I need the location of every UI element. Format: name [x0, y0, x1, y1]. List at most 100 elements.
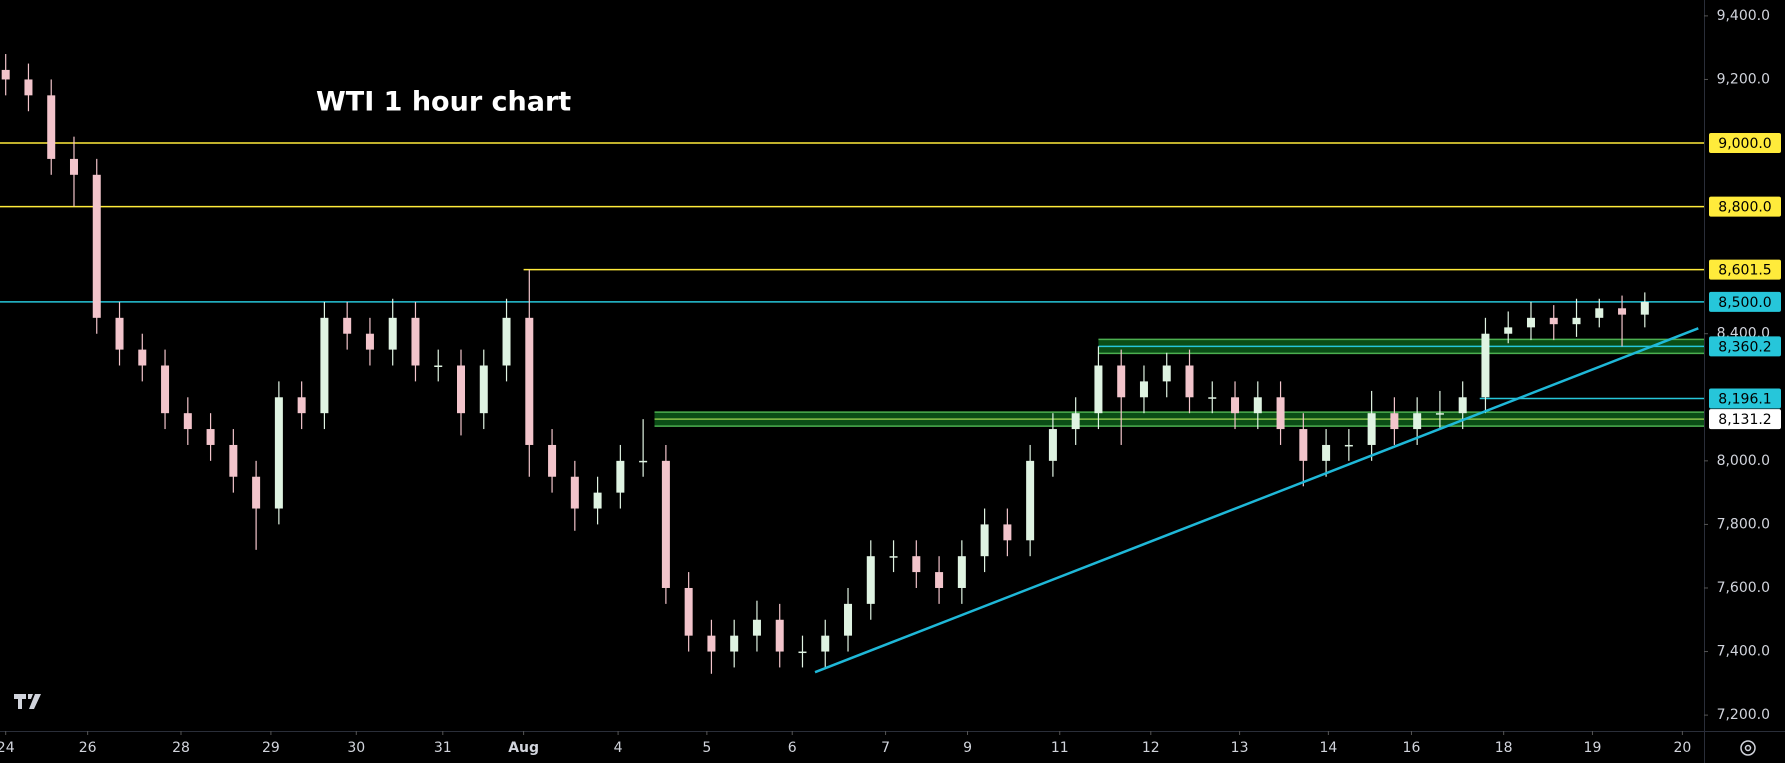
candle-body — [1640, 301, 1649, 315]
candle-body — [1139, 381, 1148, 398]
level-label-box — [1709, 133, 1781, 154]
candle-body — [115, 317, 124, 350]
candle-body — [161, 365, 170, 414]
level-label-box — [1709, 336, 1781, 357]
candle-body — [639, 460, 648, 463]
tradingview-logo — [14, 694, 41, 709]
candle-body — [1299, 429, 1308, 461]
candle-body — [434, 365, 443, 367]
candle-body — [1618, 308, 1627, 315]
x-tick-label: 13 — [1231, 740, 1249, 756]
candle-body — [388, 317, 397, 350]
candle-body — [844, 603, 853, 636]
candle-body — [1435, 413, 1444, 415]
x-tick-label: 28 — [172, 740, 190, 756]
candle-body — [92, 174, 101, 318]
level-label: 8,601.5 — [1718, 263, 1771, 279]
candle-body — [1003, 524, 1012, 541]
candle-body — [274, 397, 283, 509]
candle-body — [1117, 365, 1126, 398]
chart-title: WTI 1 hour chart — [316, 87, 571, 118]
level-label: 8,131.2 — [1718, 412, 1771, 428]
candle-body — [775, 619, 784, 652]
candle-body — [548, 444, 557, 477]
x-tick-label: 12 — [1142, 740, 1160, 756]
level-label-box — [1709, 388, 1781, 409]
candle-body — [24, 79, 33, 96]
level-label: 8,800.0 — [1718, 200, 1771, 216]
settings-icon[interactable] — [1740, 740, 1756, 756]
candle-body — [798, 651, 807, 654]
candle-body — [47, 95, 56, 159]
level-label: 8,196.1 — [1718, 392, 1771, 408]
level-label: 9,000.0 — [1718, 136, 1771, 152]
x-tick-label: 14 — [1319, 740, 1337, 756]
level-label-box — [1709, 291, 1781, 312]
candle-body — [365, 333, 374, 350]
candle-body — [1413, 413, 1422, 430]
x-tick-label: 11 — [1051, 740, 1069, 756]
x-tick-label: 30 — [347, 740, 365, 756]
candle-body — [297, 397, 306, 414]
x-tick-label: 6 — [788, 740, 797, 756]
y-tick-label: 7,400.0 — [1717, 644, 1770, 660]
candle-body — [1344, 444, 1353, 447]
candle-body — [320, 317, 329, 414]
x-tick-label: 19 — [1584, 740, 1602, 756]
candle-body — [957, 556, 966, 588]
candle-body — [593, 492, 602, 509]
candle-body — [206, 429, 215, 445]
candle-body — [502, 317, 511, 366]
candle-body — [889, 556, 898, 558]
y-tick-label: 8,000.0 — [1717, 453, 1770, 469]
candle-body — [821, 635, 830, 652]
level-label-box — [1709, 409, 1781, 430]
level-label: 8,360.2 — [1718, 339, 1771, 355]
candle-body — [866, 556, 875, 604]
candle-body — [1390, 413, 1399, 430]
candle-body — [912, 556, 921, 573]
candle-body — [1504, 327, 1513, 334]
x-tick-label: 26 — [79, 740, 97, 756]
candle-body — [1322, 444, 1331, 461]
y-tick-label: 7,600.0 — [1717, 580, 1770, 596]
x-tick-label: 4 — [614, 740, 623, 756]
candle-body — [1572, 317, 1581, 325]
candle-body — [684, 587, 693, 636]
candle-body — [730, 635, 739, 652]
x-tick-label: 5 — [702, 740, 711, 756]
candle-body — [1094, 365, 1103, 414]
candle-body — [411, 317, 420, 366]
y-tick-label: 7,800.0 — [1717, 516, 1770, 532]
candle-body — [69, 158, 78, 175]
candle-body — [457, 365, 466, 414]
x-tick-label: 31 — [434, 740, 452, 756]
candle-body — [138, 349, 147, 366]
y-tick-label: 9,400.0 — [1717, 8, 1770, 24]
candle-body — [752, 619, 761, 636]
candle-body — [1026, 460, 1035, 541]
candle-body — [661, 460, 670, 588]
candle-body — [1253, 397, 1262, 414]
y-tick-label: 9,200.0 — [1717, 71, 1770, 87]
candle-body — [1071, 413, 1080, 430]
x-tick-label: 29 — [262, 740, 280, 756]
candle-body — [616, 460, 625, 493]
x-tick-label: 24 — [0, 740, 15, 756]
x-tick-label: 18 — [1495, 740, 1513, 756]
x-tick-label: 9 — [963, 740, 972, 756]
candle-body — [1595, 308, 1604, 318]
candle-body — [935, 572, 944, 588]
candle-body — [1231, 397, 1240, 414]
candle-body — [1526, 317, 1535, 328]
plot — [0, 54, 1704, 674]
candle-body — [1549, 317, 1558, 325]
candle-body — [1481, 333, 1490, 398]
candle-body — [1162, 365, 1171, 382]
candle-body — [1048, 429, 1057, 461]
level-label: 8,500.0 — [1718, 295, 1771, 311]
candle-body — [980, 524, 989, 557]
